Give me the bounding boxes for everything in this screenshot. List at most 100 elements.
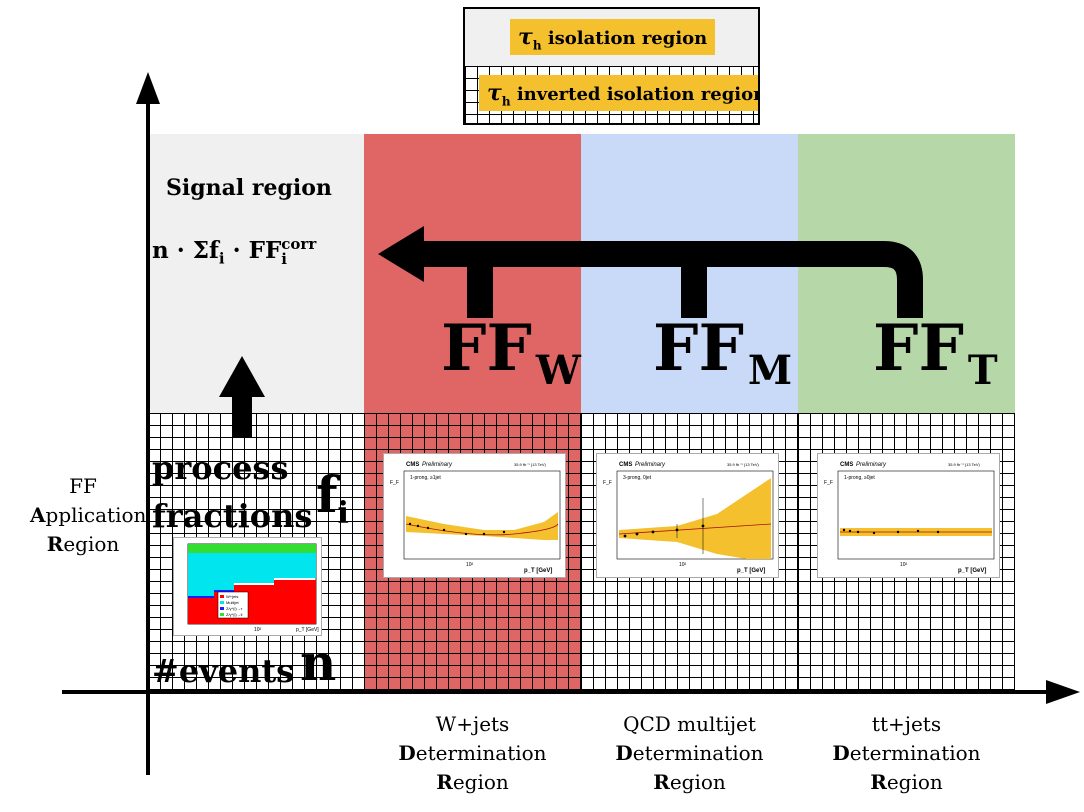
y-label-line2-rest: pplication [45, 503, 147, 527]
tau-subscript: h [501, 94, 511, 109]
plot-m-cms: CMS [619, 462, 632, 468]
signal-formula: n · Σfi · FF corr i [152, 237, 316, 268]
ff-plot-m-svg: CMS Preliminary 35.9 fb⁻¹ (13 TeV) 3-pro… [603, 462, 774, 574]
n-symbol: n [300, 633, 337, 692]
fraction-multijet [188, 553, 316, 596]
ff-plot-m: CMS Preliminary 35.9 fb⁻¹ (13 TeV) 3-pro… [596, 453, 779, 578]
y-axis-arrowhead [136, 72, 160, 104]
tau-symbol: τ [518, 24, 533, 50]
plot-w-lumi: 35.9 fb⁻¹ (13 TeV) [514, 462, 547, 467]
formula-sup: corr [281, 235, 317, 253]
plot-m-lumi: 35.9 fb⁻¹ (13 TeV) [727, 462, 760, 467]
fraction-plot: W+jets Multijet Z/γ*(l)→τ Z/γ*(l)→ll 10²… [173, 537, 322, 636]
legend-box: τh isolation region τh inverted isolatio… [463, 7, 760, 125]
x-label-multijet-r: R [653, 770, 670, 794]
ff-t-sub: T [967, 347, 998, 394]
plot-t-ylabel: F_F [824, 480, 833, 486]
x-label-multijet-d: D [615, 741, 633, 765]
fi-sub: i [337, 496, 349, 531]
plot-w-ylabel: F_F [390, 480, 399, 486]
plot-m-points [623, 498, 705, 554]
x-label-multijet: QCD multijet Determination Region [581, 710, 798, 797]
ff-transfer-arrow [420, 241, 923, 318]
ff-m-sub: M [747, 347, 793, 394]
up-arrow-head [219, 356, 265, 397]
plot-t-category: 1-prong, ≥0jet [844, 475, 875, 481]
fractions-label: fractions [152, 497, 313, 535]
formula-mid: · FF [224, 237, 282, 264]
up-arrow-shaft [232, 395, 252, 437]
ff-plot-t-svg: CMS Preliminary 35.9 fb⁻¹ (13 TeV) 1-pro… [824, 462, 995, 574]
plot-m-prelim: Preliminary [635, 462, 666, 468]
x-label-multijet-line3: egion [669, 770, 726, 794]
x-label-wjets-line2: etermination [415, 741, 547, 765]
x-label-ttjets: tt+jets Determination Region [798, 710, 1015, 797]
ff-w-sub: W [535, 347, 581, 394]
events-label: #events [152, 652, 295, 690]
x-label-wjets-line3: egion [452, 770, 509, 794]
signal-region [148, 134, 364, 413]
legend-inverted-label: inverted isolation region [516, 84, 760, 105]
fraction-xlabel: p_T [GeV] [296, 627, 319, 633]
ff-t-label: FF T [873, 317, 998, 391]
legend-multijet: Multijet [226, 600, 240, 605]
plot-t-xlabel: p_T [GeV] [958, 568, 986, 574]
ff-w-label: FF W [441, 317, 581, 391]
plot-m-xlabel: p_T [GeV] [737, 568, 765, 574]
x-label-wjets-line1: W+jets [435, 712, 510, 736]
ff-plot-w-svg: CMS Preliminary 35.9 fb⁻¹ (13 TeV) 1-pro… [390, 462, 561, 574]
plot-w-xtick: 10² [466, 562, 474, 568]
x-label-ttjets-d: D [832, 741, 850, 765]
y-label-line3-rest: egion [63, 532, 120, 556]
plot-w-cms: CMS [406, 462, 419, 468]
y-label-line2: Application [30, 501, 146, 530]
signal-region-title: Signal region [166, 175, 332, 201]
process-label: process [152, 449, 289, 487]
x-label-wjets-d: D [398, 741, 416, 765]
fi-main: f [316, 465, 338, 524]
tau-subscript: h [532, 38, 542, 53]
legend-ztau: Z/γ*(l)→τ [226, 606, 243, 611]
plot-m-band [619, 478, 771, 559]
plot-t-xtick: 10² [900, 562, 908, 568]
legend-inverted: τh inverted isolation region [479, 75, 760, 111]
x-label-ttjets-line2: etermination [849, 741, 981, 765]
y-label-line1: FF [69, 474, 97, 498]
ff-t-main: FF [873, 311, 964, 386]
plot-t-cms: CMS [840, 462, 853, 468]
ff-plot-w: CMS Preliminary 35.9 fb⁻¹ (13 TeV) 1-pro… [383, 453, 566, 578]
plot-w-xlabel: p_T [GeV] [524, 568, 552, 574]
formula-sub: i [281, 250, 287, 268]
ff-w-main: FF [441, 311, 532, 386]
plot-w-category: 1-prong, ≥1jet [410, 475, 441, 481]
tau-symbol: τ [487, 80, 502, 106]
x-label-multijet-line1: QCD multijet [623, 712, 756, 736]
fraction-plot-svg: W+jets Multijet Z/γ*(l)→τ Z/γ*(l)→ll 10²… [187, 543, 319, 633]
x-label-ttjets-line3: egion [886, 770, 943, 794]
ff-plot-t: CMS Preliminary 35.9 fb⁻¹ (13 TeV) 1-pro… [817, 453, 1000, 578]
fi-symbol: fi [316, 470, 349, 529]
formula-index: i [218, 249, 225, 268]
plot-t-prelim: Preliminary [856, 462, 887, 468]
plot-m-xtick: 10² [679, 562, 687, 568]
fraction-xtick: 10² [254, 627, 262, 633]
y-label-line2-bold: A [30, 503, 46, 527]
y-label-line3: Region [30, 530, 136, 559]
plot-t-lumi: 35.9 fb⁻¹ (13 TeV) [948, 462, 981, 467]
x-label-ttjets-r: R [870, 770, 887, 794]
x-axis-arrowhead [1046, 680, 1080, 704]
x-label-ttjets-line1: tt+jets [871, 712, 942, 736]
plot-w-fit [405, 523, 559, 536]
plot-t-points [842, 528, 940, 535]
x-label-wjets: W+jets Determination Region [364, 710, 581, 797]
y-label-line3-bold: R [46, 532, 64, 556]
x-label-wjets-r: R [436, 770, 453, 794]
legend-wjets: W+jets [226, 594, 238, 599]
ff-m-main: FF [653, 311, 744, 386]
y-axis-label: FF Application Region [30, 472, 146, 559]
plot-w-points [408, 522, 506, 536]
x-label-multijet-line2: etermination [632, 741, 764, 765]
ff-transfer-arrowhead [378, 226, 424, 282]
legend-isolation: τh isolation region [510, 19, 716, 55]
